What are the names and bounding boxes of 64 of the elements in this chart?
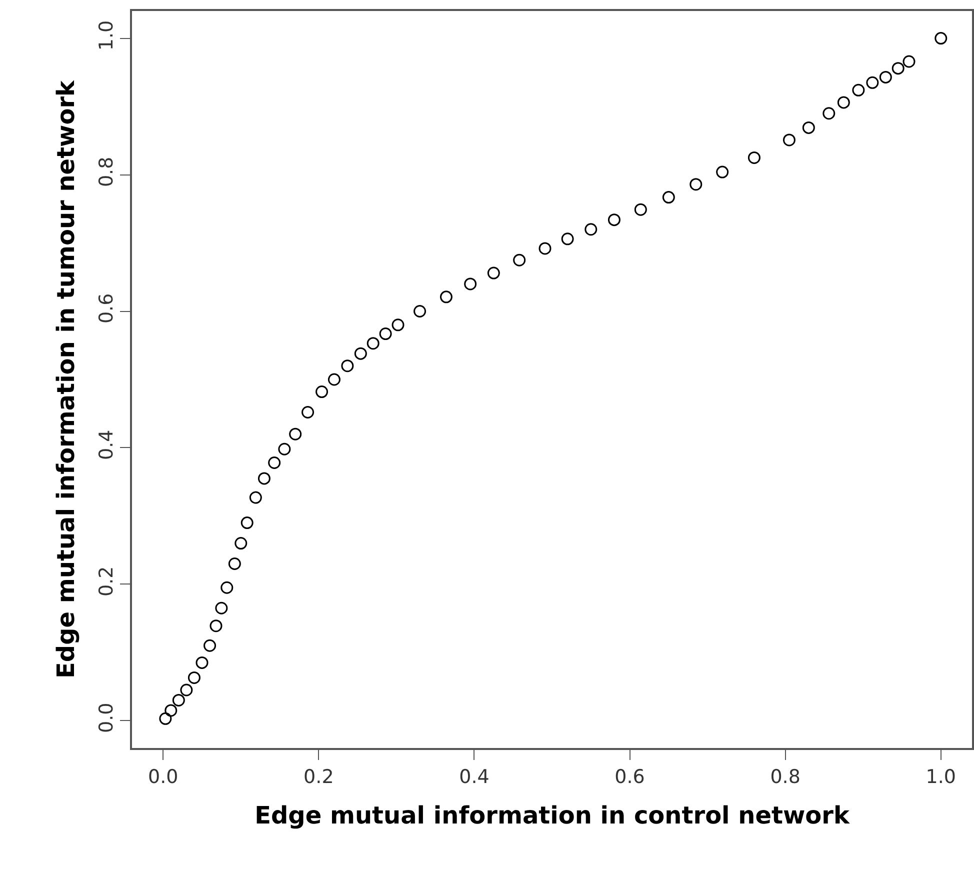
y-tick-label: 0.8	[95, 156, 118, 188]
point	[852, 84, 865, 96]
point	[379, 328, 392, 340]
point	[159, 712, 172, 725]
point	[690, 178, 702, 191]
point	[196, 656, 208, 669]
point	[180, 684, 193, 696]
point	[234, 537, 248, 550]
point	[258, 472, 270, 485]
point	[341, 360, 354, 372]
point	[934, 32, 948, 45]
x-tick-label: 0.8	[770, 766, 800, 788]
x-tick-label: 0.6	[614, 766, 645, 788]
y-tick-label: 0.0	[95, 702, 118, 733]
y-tick-label: 0.6	[95, 293, 118, 324]
point	[164, 704, 178, 717]
point	[268, 456, 281, 469]
point	[366, 337, 380, 350]
point	[802, 121, 815, 134]
point	[204, 639, 216, 652]
point	[634, 203, 647, 216]
point	[414, 305, 426, 318]
point	[210, 620, 222, 632]
point	[172, 694, 185, 706]
point	[748, 151, 760, 164]
y-tick-label: 0.4	[95, 430, 118, 460]
point	[215, 602, 228, 614]
point	[440, 290, 452, 304]
point	[892, 62, 904, 75]
point	[716, 166, 729, 178]
point	[487, 266, 500, 280]
point	[289, 428, 302, 440]
x-tick-label: 0.4	[459, 766, 490, 788]
point	[188, 671, 200, 684]
y-axis-title: Edge mutual information in tumour network	[52, 79, 80, 679]
point	[782, 134, 796, 146]
point	[228, 558, 241, 570]
x-tick-label: 0.0	[148, 766, 178, 788]
point	[879, 70, 892, 84]
point	[220, 581, 234, 594]
point	[902, 55, 916, 68]
point	[316, 386, 328, 398]
x-tick-label: 0.2	[304, 766, 334, 788]
point	[249, 491, 262, 504]
y-tick-label: 0.2	[95, 566, 118, 596]
point	[464, 278, 477, 290]
point	[302, 406, 314, 419]
point	[538, 242, 552, 255]
point	[561, 232, 574, 246]
point	[354, 347, 367, 360]
point	[513, 254, 526, 266]
point	[584, 223, 598, 236]
point	[662, 191, 675, 204]
point	[240, 516, 254, 530]
point	[608, 214, 620, 226]
point	[822, 107, 836, 120]
y-tick-label: 1.0	[95, 20, 118, 51]
point	[866, 76, 879, 89]
point	[837, 96, 850, 109]
point	[278, 442, 291, 456]
point	[392, 318, 404, 332]
x-axis-title: Edge mutual information in control network	[254, 802, 850, 830]
x-tick-label: 1.0	[926, 766, 956, 788]
point	[328, 373, 340, 386]
